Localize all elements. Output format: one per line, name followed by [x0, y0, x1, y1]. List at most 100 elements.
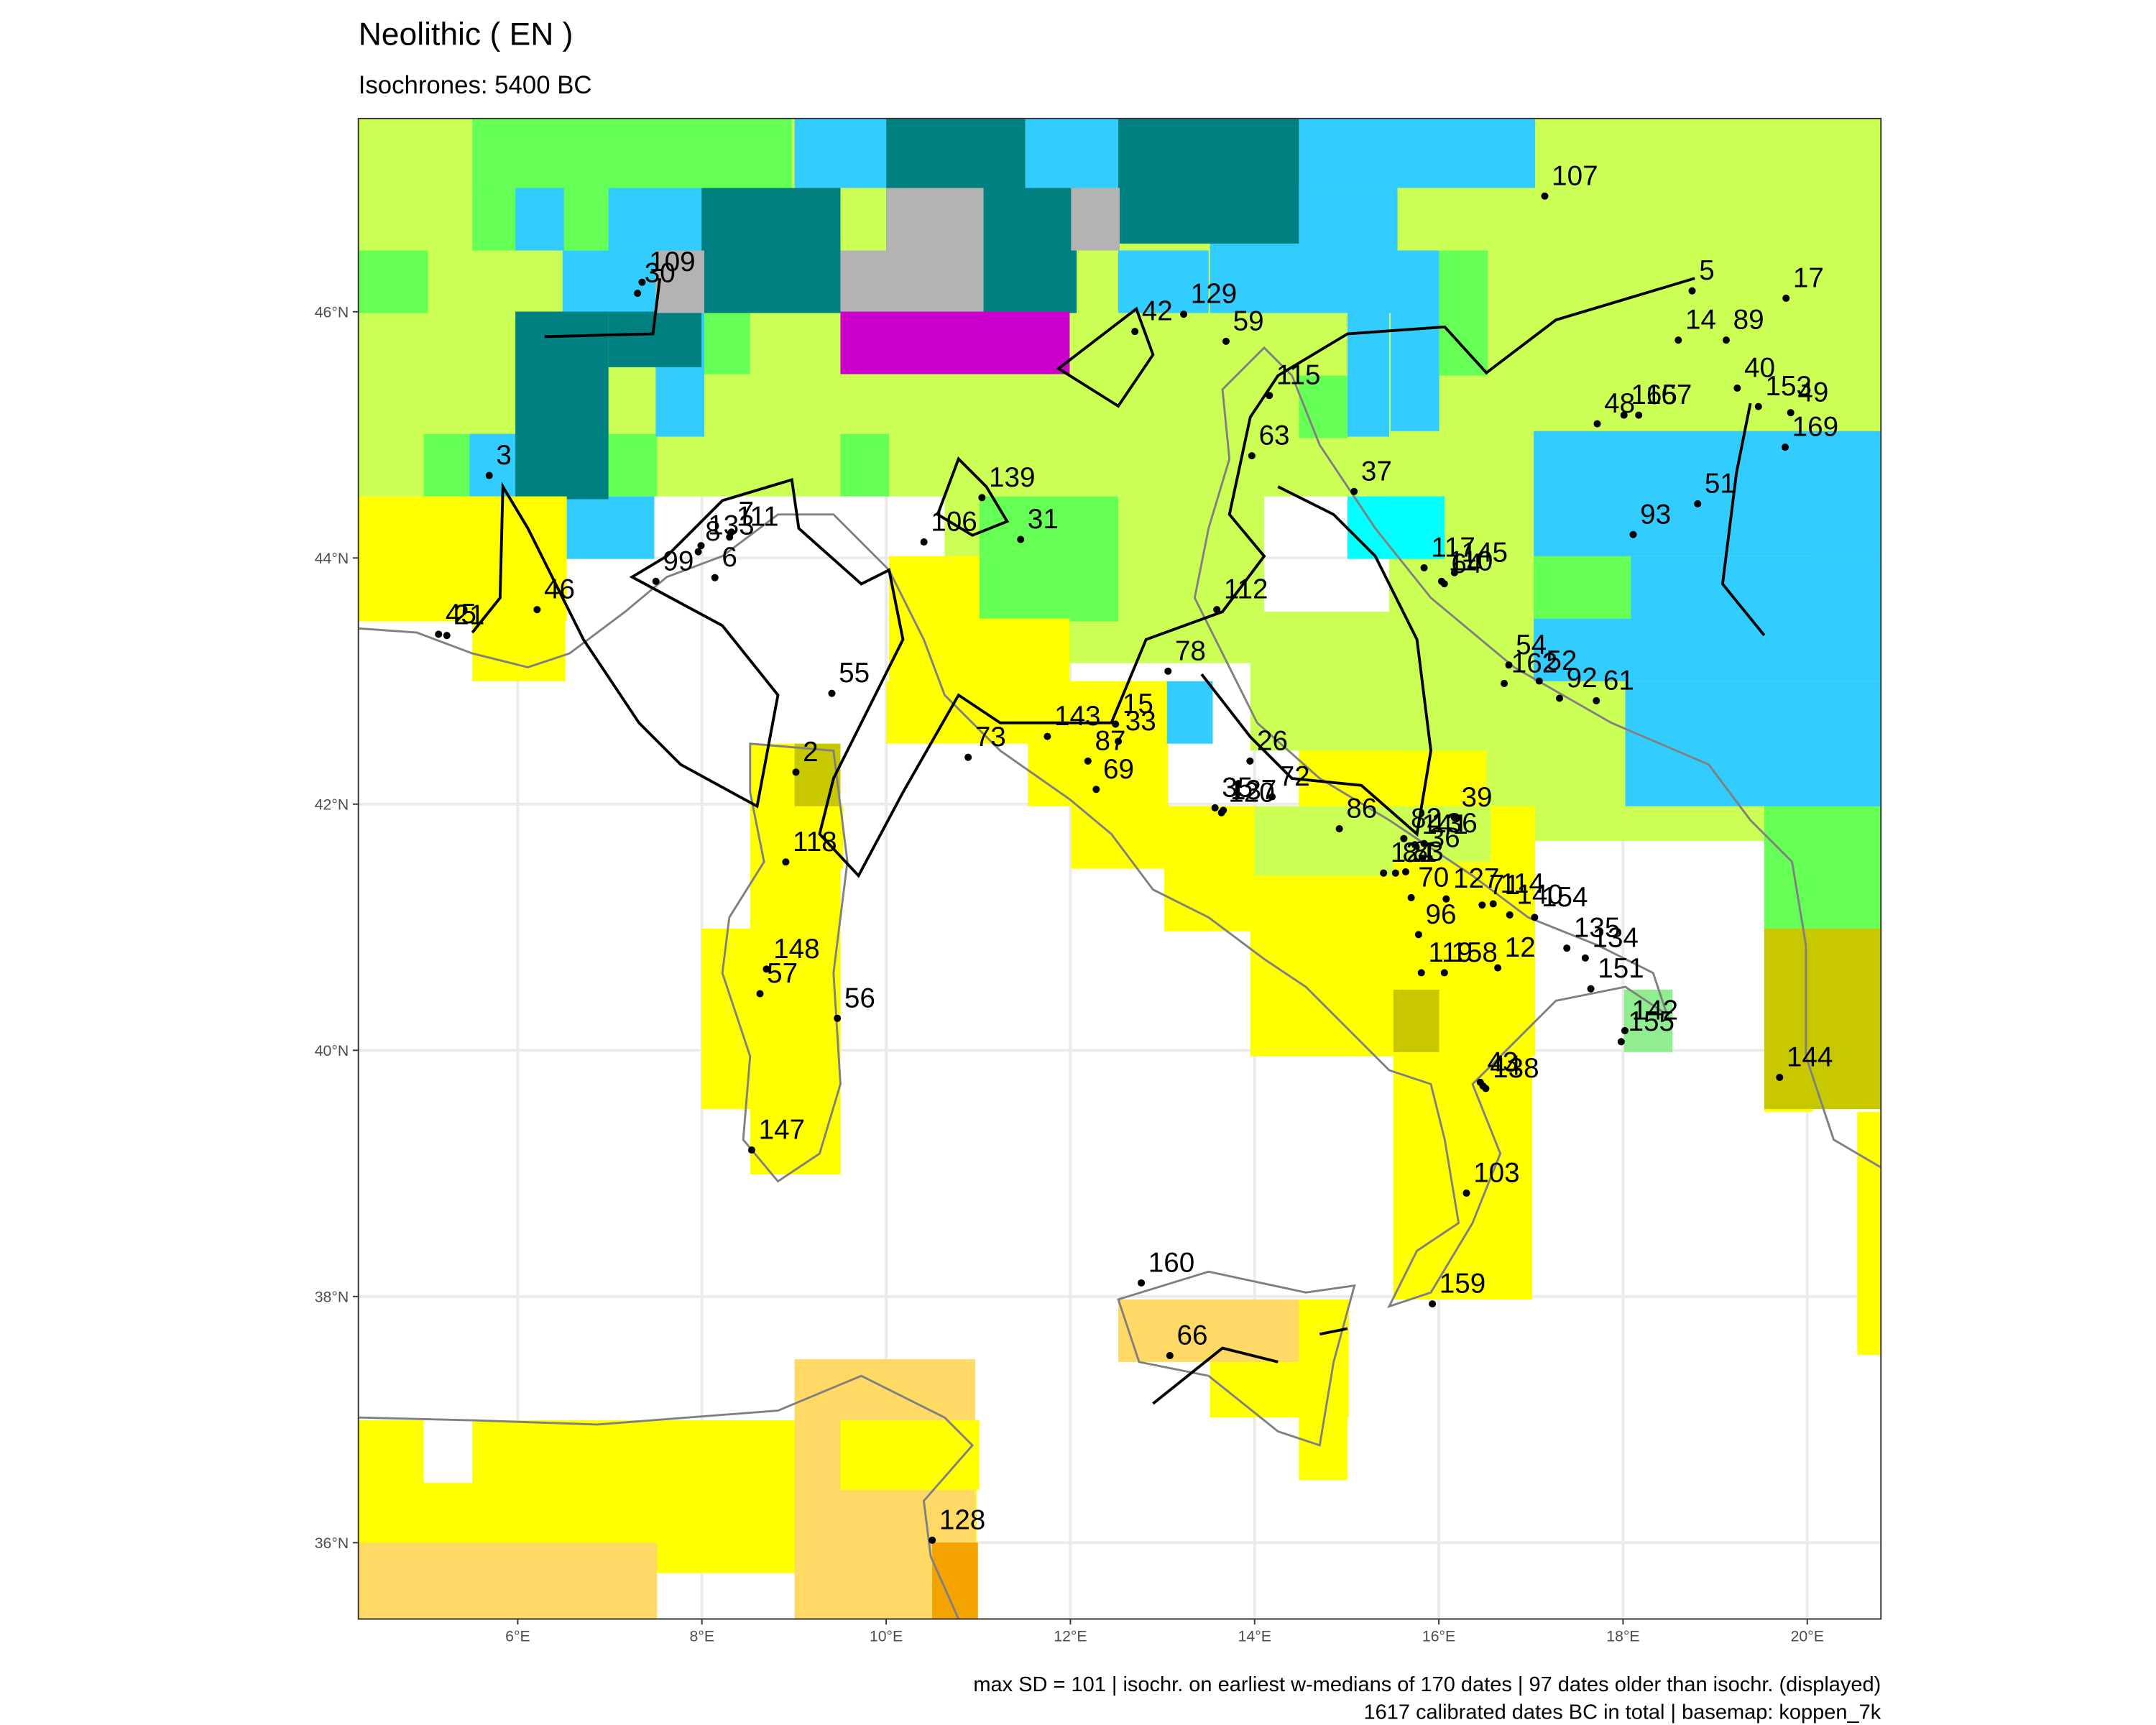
site-label: 154 — [1542, 882, 1588, 913]
site-label: 139 — [989, 462, 1035, 493]
site-point — [1776, 1073, 1784, 1082]
site-label: 112 — [1224, 574, 1268, 605]
site-label: 128 — [939, 1504, 985, 1535]
site-label: 63 — [1259, 420, 1290, 451]
site-label: 70 — [1418, 862, 1449, 893]
site-point — [638, 278, 646, 286]
site-point — [1442, 895, 1450, 903]
climate-cell — [1299, 375, 1348, 438]
site-point — [1617, 1038, 1625, 1046]
site-label: 107 — [1552, 160, 1598, 191]
site-label: 103 — [1473, 1157, 1519, 1188]
climate-cell — [1390, 250, 1439, 431]
site-point — [1482, 1085, 1490, 1092]
site-label: 52 — [1546, 645, 1577, 676]
site-point — [1501, 679, 1508, 687]
site-label: 83 — [1413, 837, 1444, 868]
site-point — [634, 290, 642, 298]
climate-cell — [1299, 118, 1535, 188]
site-point — [1115, 737, 1123, 745]
climate-cell — [515, 311, 609, 500]
x-tick-label: 8°E — [690, 1627, 715, 1644]
caption: 1617 calibrated dates BC in total | base… — [1364, 1701, 1881, 1724]
site-point — [697, 542, 705, 550]
site-point — [1420, 840, 1428, 847]
site-label: 21 — [453, 600, 484, 631]
site-label: 148 — [773, 934, 819, 965]
site-label: 35 — [1222, 772, 1253, 803]
site-label: 2 — [803, 737, 819, 768]
site-label: 151 — [1598, 953, 1644, 984]
site-label: 17 — [1793, 262, 1824, 293]
site-label: 111 — [737, 502, 779, 533]
site-label: 8 — [705, 516, 720, 547]
site-label: 160 — [1148, 1248, 1194, 1279]
site-label: 45 — [446, 599, 476, 630]
climate-cell — [1764, 806, 1881, 932]
climate-cell — [358, 250, 428, 313]
site-point — [1380, 869, 1388, 877]
site-label: 69 — [1103, 754, 1134, 785]
climate-cell — [472, 118, 792, 188]
site-label: 12 — [1505, 932, 1536, 963]
x-tick-label: 6°E — [505, 1627, 530, 1644]
site-label: 96 — [1426, 899, 1457, 930]
site-label: 141 — [1422, 809, 1468, 840]
y-tick-label: 42°N — [315, 796, 349, 814]
caption: max SD = 101 | isochr. on earliest w-med… — [973, 1673, 1881, 1696]
site-label: 134 — [1593, 922, 1639, 953]
site-label: 115 — [1276, 360, 1321, 391]
site-label: 40 — [1744, 352, 1775, 383]
climate-cell — [1250, 612, 1404, 751]
isochrone — [1319, 1327, 1348, 1336]
site-label: 106 — [931, 507, 977, 538]
site-label: 84 — [1403, 837, 1434, 868]
site-label: 87 — [1095, 725, 1125, 756]
x-tick-label: 12°E — [1054, 1627, 1087, 1644]
x-tick-label: 14°E — [1238, 1627, 1271, 1644]
site-point — [1164, 667, 1172, 675]
climate-cell — [1393, 989, 1439, 1052]
site-label: 78 — [1175, 635, 1206, 666]
site-label: 31 — [1028, 504, 1059, 535]
site-label: 36 — [1429, 823, 1460, 854]
site-point — [1266, 392, 1273, 400]
site-point — [1541, 192, 1549, 200]
climate-cell — [472, 621, 566, 681]
climate-cell — [840, 311, 1070, 374]
site-point — [1131, 328, 1139, 336]
site-point — [747, 1146, 755, 1154]
site-point — [1674, 336, 1682, 344]
site-point — [1411, 841, 1419, 849]
x-tick-label: 16°E — [1422, 1627, 1455, 1644]
climate-cell — [358, 1542, 658, 1619]
site-label: 140 — [1516, 879, 1562, 910]
isochrone — [1200, 485, 1432, 837]
climate-cell — [840, 433, 890, 497]
site-label: 14 — [1685, 305, 1716, 336]
climate-cell — [979, 496, 1119, 622]
site-point — [1418, 855, 1427, 862]
climate-cell — [886, 681, 935, 744]
climate-cell — [358, 496, 567, 622]
site-label: 30 — [645, 258, 676, 289]
site-label: 73 — [975, 722, 1006, 753]
site-point — [1391, 869, 1399, 877]
site-point — [1587, 985, 1595, 993]
site-label: 7 — [738, 497, 754, 528]
site-point — [1222, 337, 1230, 345]
site-label: 66 — [1177, 1320, 1208, 1351]
isochrone — [471, 277, 1695, 878]
climate-cell — [608, 188, 702, 251]
site-label: 15 — [1123, 689, 1153, 719]
site-point — [1563, 944, 1571, 952]
y-tick-label: 44°N — [315, 550, 349, 567]
site-point — [1722, 336, 1730, 344]
x-tick-label: 18°E — [1606, 1627, 1639, 1644]
climate-cell — [1118, 1299, 1299, 1362]
site-point — [1635, 411, 1643, 419]
panel-border — [357, 117, 1882, 1620]
site-point — [1407, 893, 1415, 901]
site-point — [782, 858, 790, 866]
